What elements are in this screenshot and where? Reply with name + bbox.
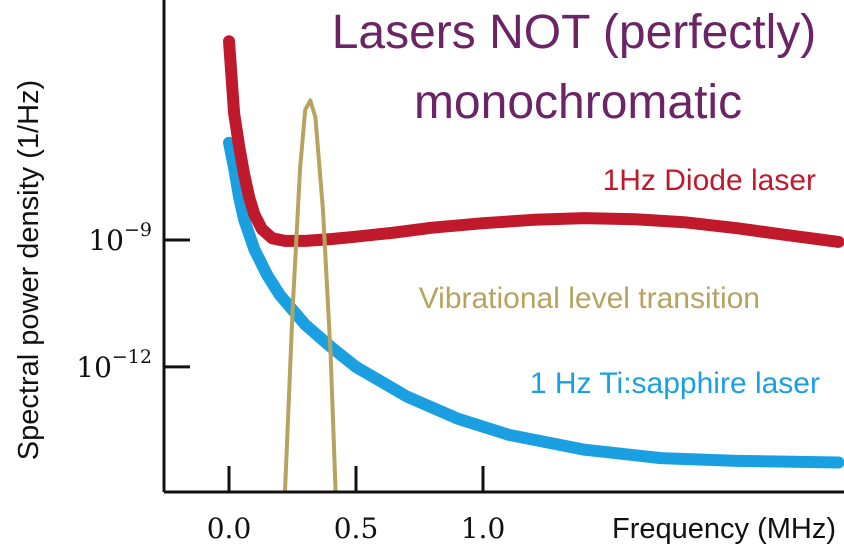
series-label-vibrational: Vibrational level transition xyxy=(419,282,760,315)
x-axis-label: Frequency (MHz) xyxy=(612,513,836,545)
series-line-vibrational xyxy=(282,98,338,492)
x-tick-label: 0.0 xyxy=(207,512,252,545)
y-tick-label: 10−12 xyxy=(76,346,152,384)
y-axis-label: Spectral power density (1/Hz) xyxy=(13,80,45,460)
chart-title-line-2: monochromatic xyxy=(414,76,742,129)
y-tick-label: 10−9 xyxy=(88,219,152,257)
x-tick-label: 0.5 xyxy=(334,512,379,545)
series-label-diode: 1Hz Diode laser xyxy=(603,164,816,197)
series-label-ti-sapphire: 1 Hz Ti:sapphire laser xyxy=(530,367,820,400)
x-tick-label: 1.0 xyxy=(461,512,506,545)
chart-title-line-1: Lasers NOT (perfectly) xyxy=(332,6,817,59)
series-line-diode xyxy=(223,35,844,248)
